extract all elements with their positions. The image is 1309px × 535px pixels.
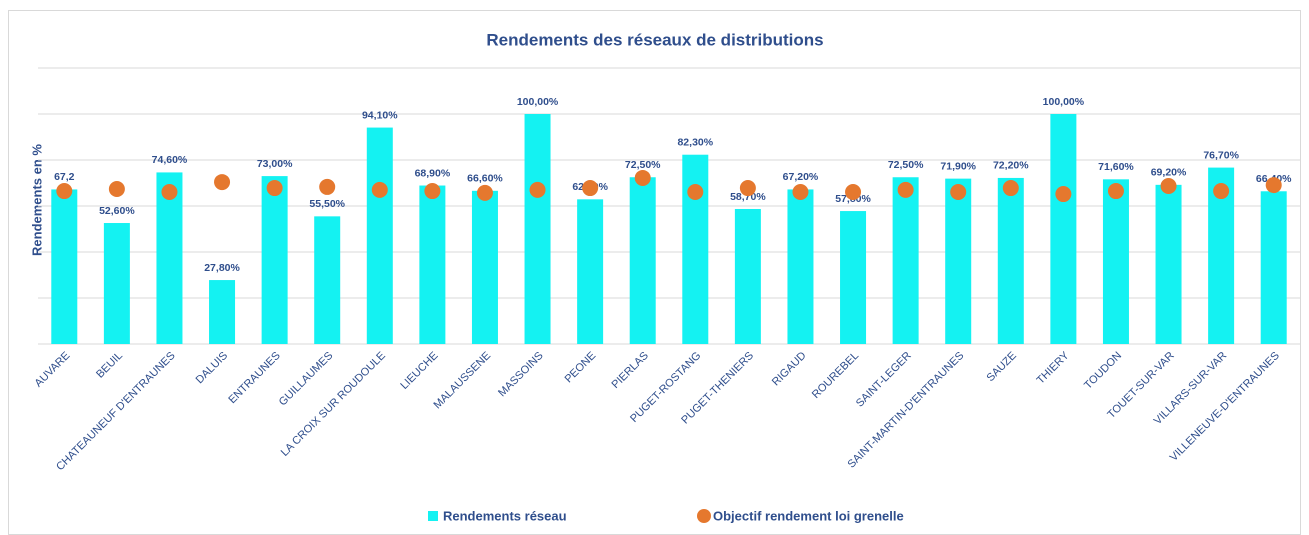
target-dot xyxy=(1002,180,1019,197)
data-label: 74,60% xyxy=(152,154,188,166)
bar xyxy=(787,189,814,344)
data-label: 71,90% xyxy=(940,160,976,172)
target-dot xyxy=(529,181,546,198)
target-dot xyxy=(950,183,967,200)
target-dot xyxy=(214,174,231,191)
data-label: 69,20% xyxy=(1151,167,1187,179)
target-dot xyxy=(634,169,651,186)
legend-label: Rendements réseau xyxy=(443,508,567,523)
bar xyxy=(629,177,656,344)
bar xyxy=(997,177,1024,344)
data-label: 67,2 xyxy=(54,171,75,183)
data-label: 67,20% xyxy=(783,171,819,183)
bar xyxy=(156,172,183,344)
data-label: 72,50% xyxy=(888,159,924,171)
data-label: 55,50% xyxy=(309,198,345,210)
data-label: 100,00% xyxy=(1043,96,1085,108)
data-label: 73,00% xyxy=(257,158,293,170)
data-label: 100,00% xyxy=(517,96,559,108)
target-dot xyxy=(1107,183,1124,200)
target-dot xyxy=(687,183,704,200)
bar xyxy=(419,185,446,344)
target-dot xyxy=(56,183,73,200)
bar xyxy=(524,114,551,344)
target-dot xyxy=(582,180,599,197)
bar xyxy=(1102,179,1129,344)
bar xyxy=(1050,114,1077,344)
target-dot xyxy=(739,180,756,197)
data-label: 76,70% xyxy=(1203,149,1239,161)
y-axis-title: Rendements en % xyxy=(29,144,44,256)
data-label: 58,70% xyxy=(730,191,766,203)
data-label: 94,10% xyxy=(362,109,398,121)
target-dot xyxy=(845,183,862,200)
data-label: 82,30% xyxy=(677,136,713,148)
bar xyxy=(734,208,761,344)
bar xyxy=(682,154,709,344)
data-label: 72,50% xyxy=(625,159,661,171)
target-dot xyxy=(108,180,125,197)
target-dot xyxy=(266,180,283,197)
data-label: 68,90% xyxy=(415,167,451,179)
data-label: 52,60% xyxy=(99,205,135,217)
target-dot xyxy=(1265,177,1282,194)
bar xyxy=(1155,184,1182,344)
target-dot xyxy=(1213,183,1230,200)
data-label: 66,60% xyxy=(467,173,503,185)
legend-label: Objectif rendement loi grenelle xyxy=(713,508,904,523)
target-dot xyxy=(792,183,809,200)
bar xyxy=(577,199,604,344)
bar xyxy=(1260,191,1287,344)
data-label: 72,20% xyxy=(993,160,1029,172)
legend-swatch xyxy=(428,511,438,521)
chart-title: Rendements des réseaux de distributions xyxy=(486,30,823,49)
bar xyxy=(103,223,130,344)
bar xyxy=(261,176,288,344)
target-dot xyxy=(476,184,493,201)
legend-swatch xyxy=(697,509,711,523)
bar xyxy=(892,177,919,344)
bar xyxy=(209,280,236,344)
bar xyxy=(51,189,78,344)
target-dot xyxy=(1055,186,1072,203)
target-dot xyxy=(319,178,336,195)
data-label: 27,80% xyxy=(204,262,240,274)
bar xyxy=(945,178,972,344)
target-dot xyxy=(897,181,914,198)
bar xyxy=(314,216,341,344)
target-dot xyxy=(161,183,178,200)
bar xyxy=(840,211,867,344)
bar xyxy=(471,190,498,344)
target-dot xyxy=(371,181,388,198)
data-label: 71,60% xyxy=(1098,161,1134,173)
target-dot xyxy=(424,183,441,200)
bar xyxy=(366,127,393,344)
target-dot xyxy=(1160,177,1177,194)
